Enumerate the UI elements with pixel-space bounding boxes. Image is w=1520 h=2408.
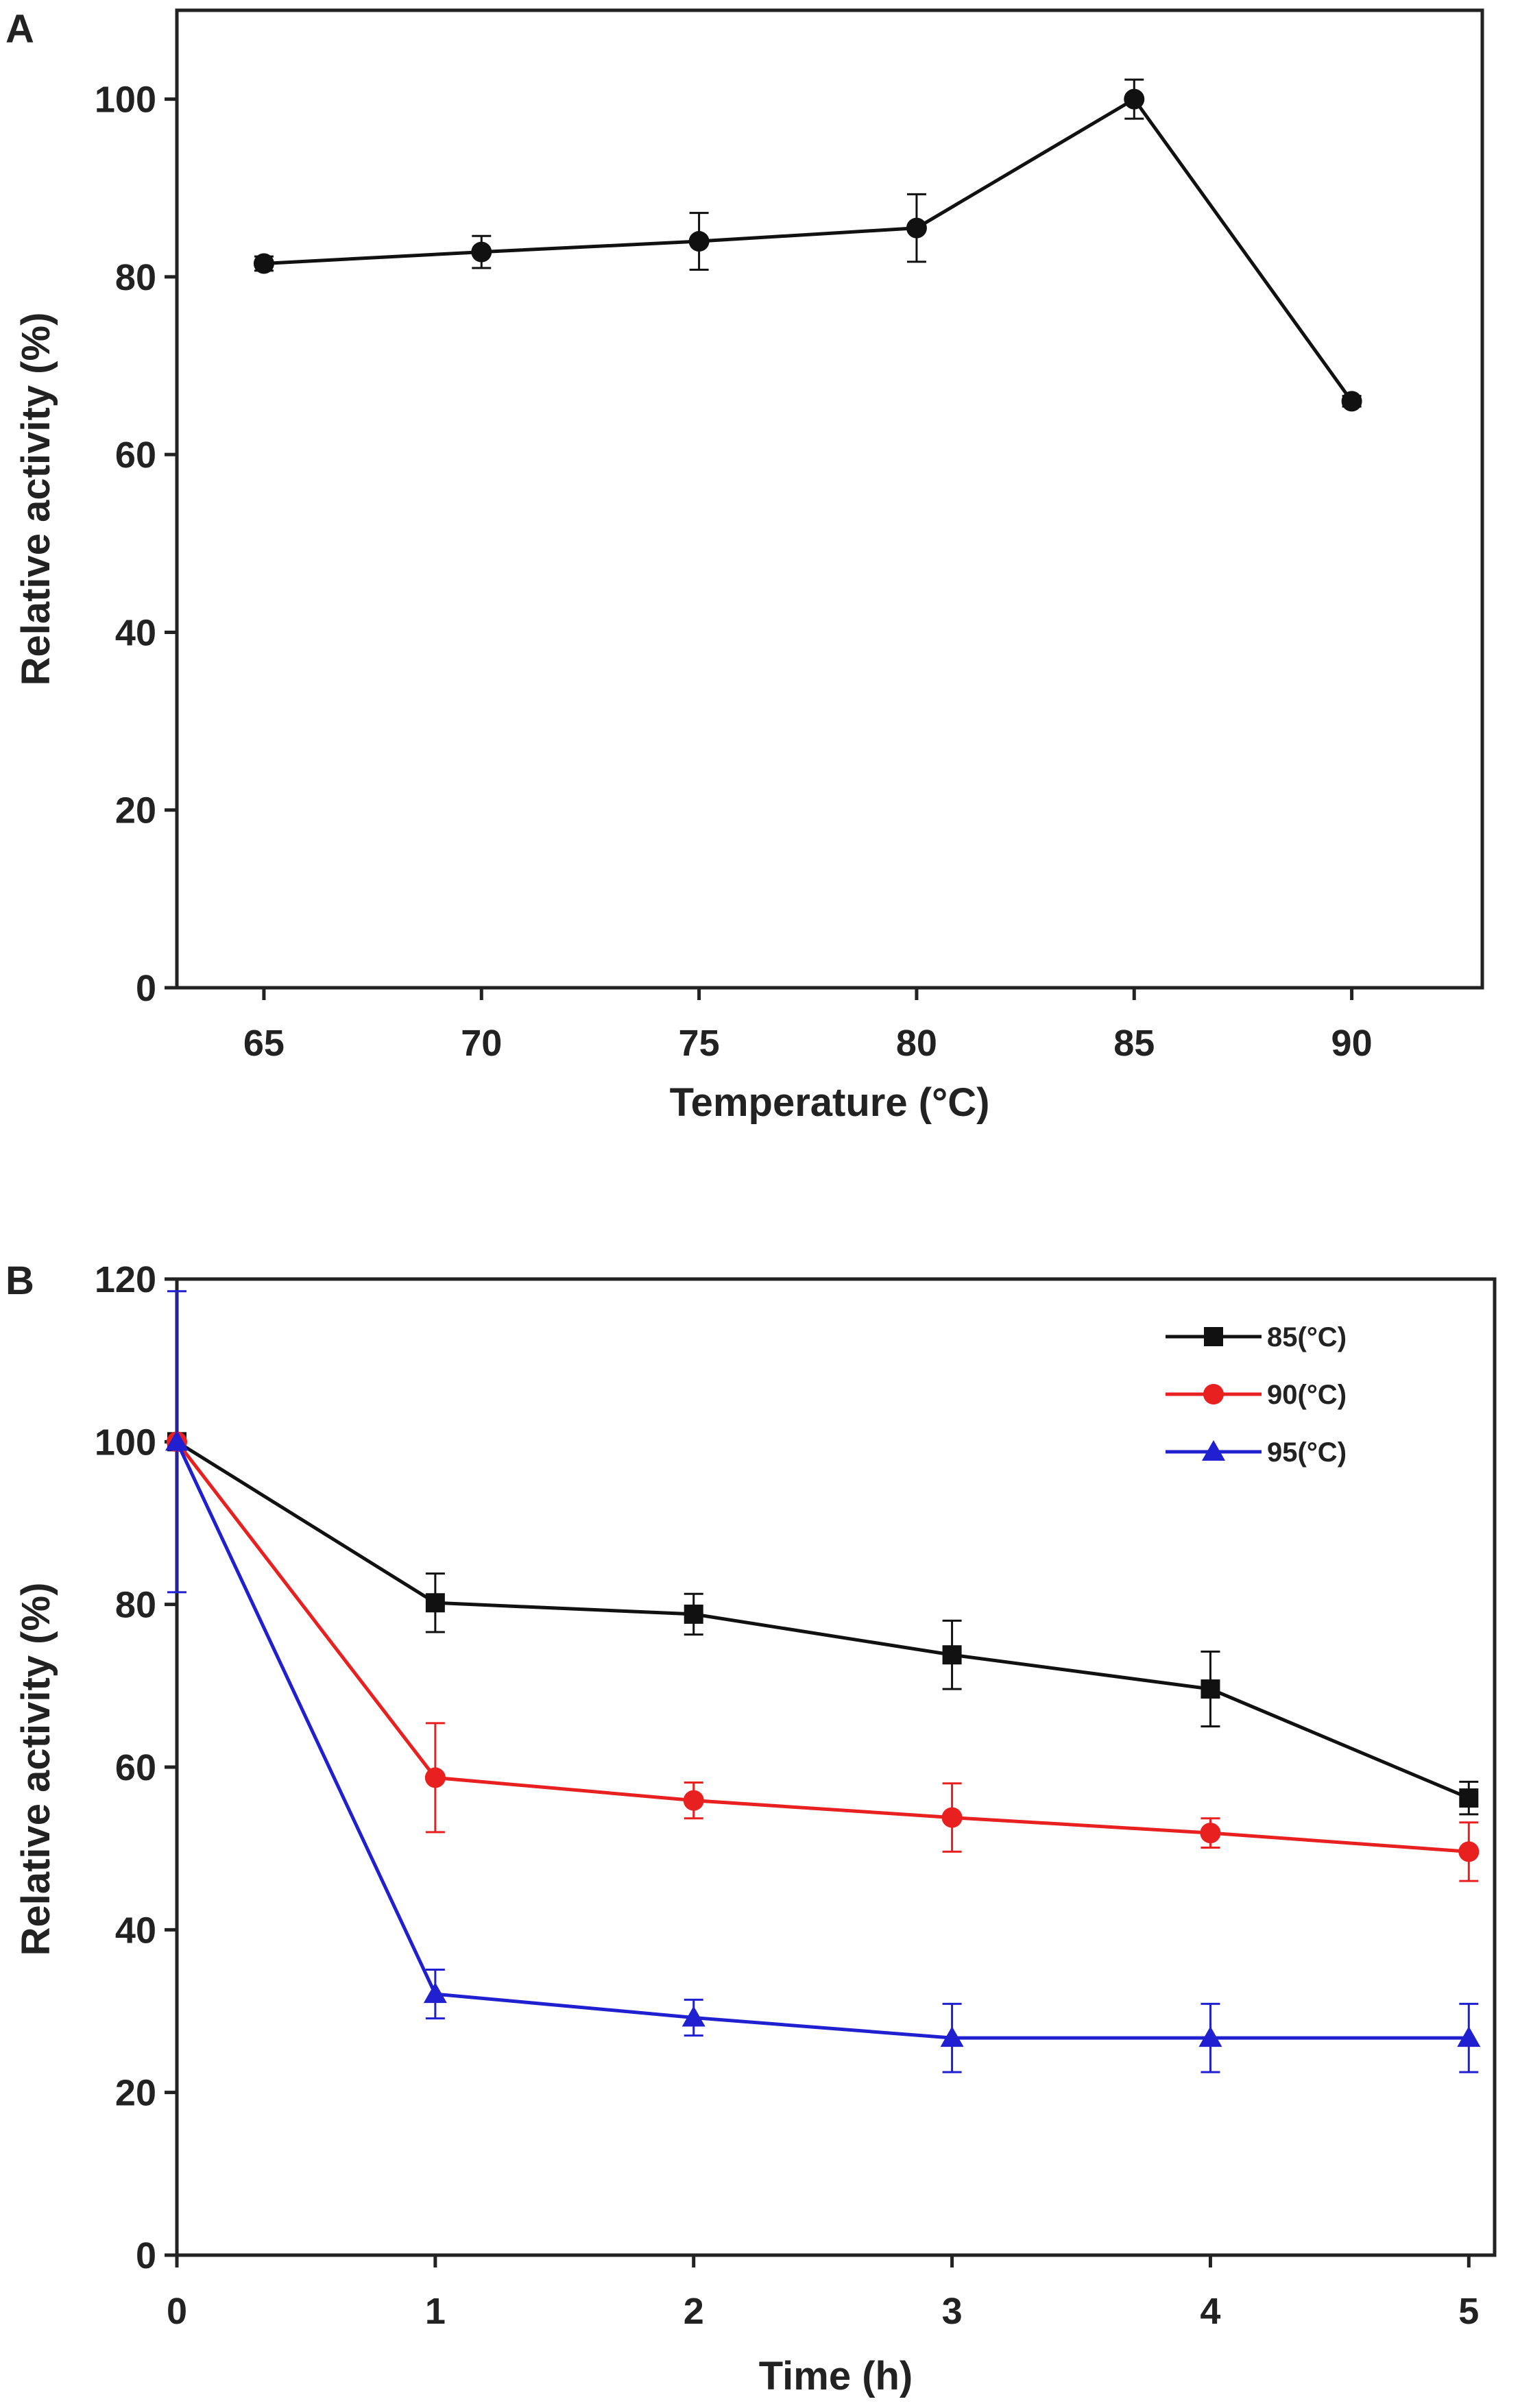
y-tick-label: 80 xyxy=(115,257,156,298)
y-tick-label: 40 xyxy=(115,1910,156,1951)
data-point xyxy=(1457,2026,1481,2047)
x-tick-label: 3 xyxy=(942,2291,963,2332)
data-point xyxy=(941,1807,963,1828)
data-point xyxy=(423,1982,447,2004)
x-tick-label: 65 xyxy=(243,1023,285,1064)
data-point xyxy=(688,231,710,252)
y-tick-label: 0 xyxy=(136,968,156,1009)
data-point xyxy=(1200,1823,1221,1844)
legend: 85(°C) 90(°C) 95(°C) xyxy=(1166,1322,1347,1468)
series-line xyxy=(175,1441,1469,2040)
y-tick-label: 0 xyxy=(136,2235,156,2276)
x-tick-label: 4 xyxy=(1200,2291,1220,2332)
data-point xyxy=(471,241,492,263)
data-point xyxy=(684,1604,703,1624)
x-tick-label: 1 xyxy=(425,2291,446,2332)
data-point xyxy=(425,1593,445,1613)
y-tick-label: 40 xyxy=(115,612,156,653)
data-point xyxy=(1198,2026,1222,2047)
legend-label: 95(°C) xyxy=(1267,1437,1347,1468)
x-axis-title: Time (h) xyxy=(759,2354,913,2398)
data-point xyxy=(253,253,274,274)
series-line xyxy=(176,1440,1470,1800)
series-1 xyxy=(167,1432,1479,1816)
data-point xyxy=(1458,1841,1480,1862)
data-point xyxy=(942,1645,962,1665)
x-tick-label: 80 xyxy=(896,1023,937,1064)
x-tick-label: 70 xyxy=(461,1023,502,1064)
y-tick-label: 60 xyxy=(115,1747,156,1788)
y-tick-label: 20 xyxy=(115,2073,156,2114)
x-tick-label: 2 xyxy=(684,2291,704,2332)
legend-marker xyxy=(1203,1384,1224,1404)
data-point xyxy=(424,1767,446,1788)
y-tick-label: 60 xyxy=(115,435,156,476)
y-tick-label: 100 xyxy=(95,80,156,121)
data-point xyxy=(681,2006,705,2027)
data-point xyxy=(940,2026,964,2047)
y-tick-label: 20 xyxy=(115,790,156,831)
series-line xyxy=(176,1440,1469,1853)
plot-frame xyxy=(175,8,1484,990)
legend-marker xyxy=(1204,1327,1223,1346)
series-line xyxy=(263,97,1353,402)
data-point xyxy=(165,1430,189,1451)
y-axis-title: Relative activity (%) xyxy=(14,313,58,686)
panel-b: B 0 20 40 60 80 100 120 0 1 2 3 4 5 Time (h) Relative a… xyxy=(5,1258,1497,2398)
panel-a: A 0 20 40 60 80 100 65 70 75 80 85 90 Temperature (°C… xyxy=(5,7,1484,1125)
y-tick-label: 100 xyxy=(95,1422,156,1463)
data-point xyxy=(1201,1679,1220,1699)
panel-letter: A xyxy=(5,7,34,51)
legend-marker xyxy=(1202,1440,1225,1461)
data-point xyxy=(683,1790,704,1811)
data-point xyxy=(906,217,927,239)
x-tick-label: 75 xyxy=(679,1023,720,1064)
x-tick-label: 85 xyxy=(1113,1023,1155,1064)
series-3 xyxy=(165,1290,1481,2073)
x-tick-label: 5 xyxy=(1458,2291,1479,2332)
y-tick-label: 80 xyxy=(115,1585,156,1626)
x-tick-label: 90 xyxy=(1331,1023,1373,1064)
y-tick-label: 120 xyxy=(95,1259,156,1300)
y-axis-title: Relative activity (%) xyxy=(14,1583,58,1956)
legend-label: 90(°C) xyxy=(1267,1380,1347,1410)
x-axis-title: Temperature (°C) xyxy=(670,1080,990,1125)
data-point xyxy=(1341,391,1362,412)
series-1 xyxy=(253,78,1362,412)
panel-letter: B xyxy=(5,1258,34,1303)
data-point xyxy=(1124,88,1145,110)
legend-label: 85(°C) xyxy=(1267,1322,1347,1352)
series-2 xyxy=(167,1431,1480,1882)
x-tick-label: 0 xyxy=(167,2291,187,2332)
data-point xyxy=(1459,1788,1479,1808)
